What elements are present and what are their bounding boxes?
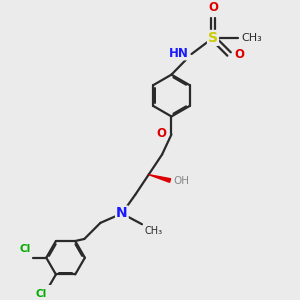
Text: N: N [116,206,128,220]
Text: S: S [208,31,218,45]
Text: HN: HN [169,47,188,60]
Text: Cl: Cl [36,289,47,299]
Polygon shape [149,175,171,182]
Text: O: O [156,127,166,140]
Text: CH₃: CH₃ [241,33,262,43]
Text: O: O [234,48,244,61]
Text: CH₃: CH₃ [145,226,163,236]
Text: OH: OH [173,176,189,186]
Text: Cl: Cl [20,244,31,254]
Text: O: O [208,1,218,14]
